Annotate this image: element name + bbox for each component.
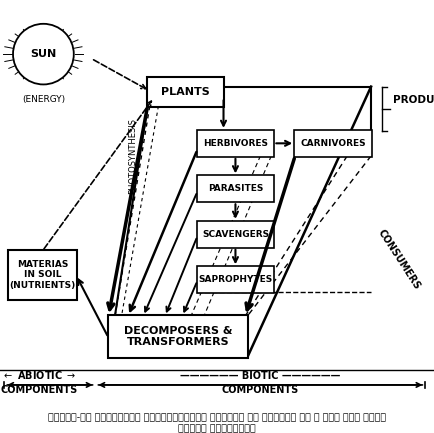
FancyBboxPatch shape (197, 266, 274, 293)
Text: (ENERGY): (ENERGY) (22, 95, 65, 104)
Text: PARASITES: PARASITES (208, 184, 263, 193)
FancyBboxPatch shape (197, 130, 274, 157)
Text: PRODUCERS: PRODUCERS (393, 95, 434, 105)
Text: —————— BIOTIC ——————: —————— BIOTIC —————— (180, 371, 341, 381)
FancyBboxPatch shape (8, 250, 77, 300)
Circle shape (13, 24, 74, 84)
FancyBboxPatch shape (147, 77, 224, 107)
FancyBboxPatch shape (197, 221, 274, 248)
Text: $\leftarrow$ ABIOTIC $\rightarrow$: $\leftarrow$ ABIOTIC $\rightarrow$ (2, 368, 76, 381)
Text: MATERIAS
IN SOIL
(NUTRIENTS): MATERIAS IN SOIL (NUTRIENTS) (9, 260, 76, 290)
FancyBboxPatch shape (294, 130, 372, 157)
Text: PLANTS: PLANTS (161, 87, 210, 97)
FancyBboxPatch shape (197, 175, 274, 202)
Text: CARNIVORES: CARNIVORES (300, 139, 366, 148)
Text: SUN: SUN (30, 49, 56, 59)
Text: PHOTOSYNTHESIS: PHOTOSYNTHESIS (128, 118, 137, 194)
Text: COMPONENTS: COMPONENTS (222, 385, 299, 395)
Text: SCAVENGERS: SCAVENGERS (202, 230, 269, 239)
FancyBboxPatch shape (108, 315, 248, 358)
Text: COMPONENTS: COMPONENTS (0, 385, 78, 395)
Text: SAPROPHYTES: SAPROPHYTES (198, 275, 273, 284)
Text: DECOMPOSERS &
TRANSFORMERS: DECOMPOSERS & TRANSFORMERS (124, 326, 232, 347)
Text: CONSUMERS: CONSUMERS (376, 228, 422, 292)
Text: चित्र-एक सम्पूर्ण पारिस्थितिक तन्त्र के प्रमुख पद व घटक तथा उनका
विविध सम्बन्ध।: चित्र-एक सम्पूर्ण पारिस्थितिक तन्त्र के … (48, 414, 386, 433)
Text: HERBIVORES: HERBIVORES (203, 139, 268, 148)
